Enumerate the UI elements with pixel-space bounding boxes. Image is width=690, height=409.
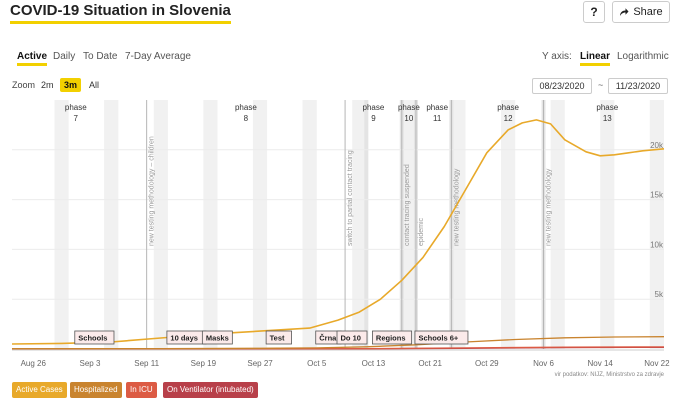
y-axis-linear[interactable]: Linear bbox=[580, 51, 611, 66]
share-icon bbox=[620, 8, 629, 16]
weekend-band bbox=[649, 100, 664, 349]
weekend-band bbox=[550, 100, 565, 349]
y-axis-logarithmic[interactable]: Logarithmic bbox=[617, 51, 669, 62]
event-label-box bbox=[201, 330, 233, 345]
event-label: Masks bbox=[201, 330, 233, 345]
x-tick-label: Nov 22 bbox=[644, 359, 670, 368]
phase-number: 13 bbox=[603, 114, 612, 123]
event-label-box bbox=[74, 330, 115, 345]
phase-label: phase bbox=[65, 103, 87, 112]
event-label-text: Regions bbox=[376, 334, 406, 343]
phase-boundary bbox=[364, 100, 369, 349]
y-tick-label: 15k bbox=[650, 191, 664, 200]
x-tick-label: Sep 27 bbox=[247, 359, 273, 368]
tab-to-date[interactable]: To Date bbox=[83, 51, 118, 62]
date-separator: ~ bbox=[598, 80, 604, 90]
event-label-box bbox=[414, 330, 469, 345]
legend-on-ventilator[interactable]: On Ventilator (intubated) bbox=[163, 382, 258, 398]
zoom-label: Zoom bbox=[12, 80, 36, 90]
phase-number: 11 bbox=[433, 114, 442, 123]
annotation-text: switch to partial contact tracing bbox=[347, 150, 354, 246]
phase-label: phase bbox=[426, 103, 448, 112]
annotation-text: new testing methodology bbox=[453, 168, 460, 246]
event-label-box bbox=[265, 330, 292, 345]
legend-in-icu[interactable]: In ICU bbox=[126, 382, 157, 398]
weekend-band bbox=[401, 100, 416, 349]
annotation-text: new testing methodology bbox=[546, 168, 553, 246]
x-tick-label: Sep 11 bbox=[134, 359, 159, 368]
y-tick-label: 20k bbox=[650, 141, 664, 150]
y-axis-label: Y axis: bbox=[542, 51, 572, 62]
event-label-text: Do 10 bbox=[341, 334, 361, 343]
weekend-band bbox=[302, 100, 317, 349]
weekend-band bbox=[451, 100, 466, 349]
weekend-band bbox=[501, 100, 516, 349]
event-label-text: Masks bbox=[206, 334, 229, 343]
date-to-input[interactable]: 11/23/2020 bbox=[608, 78, 668, 94]
weekend-band bbox=[352, 100, 367, 349]
phase-label: phase bbox=[497, 103, 519, 112]
y-tick-label: 5k bbox=[655, 290, 664, 299]
series-line bbox=[11, 336, 665, 350]
share-label: Share bbox=[633, 6, 663, 18]
y-tick-label: 10k bbox=[650, 240, 664, 249]
x-tick-label: Sep 3 bbox=[80, 359, 101, 368]
phase-number: 9 bbox=[371, 114, 376, 123]
x-tick-label: Sep 19 bbox=[191, 359, 217, 368]
phase-label: phase bbox=[596, 103, 618, 112]
weekend-band bbox=[153, 100, 168, 349]
phase-number: 10 bbox=[404, 114, 413, 123]
legend-active-cases[interactable]: Active Cases bbox=[12, 382, 67, 398]
zoom-3m-button[interactable]: 3m bbox=[60, 78, 82, 92]
tab-daily[interactable]: Daily bbox=[53, 51, 76, 62]
event-label-box bbox=[372, 330, 413, 345]
phase-label: phase bbox=[235, 103, 257, 112]
x-tick-label: Oct 29 bbox=[475, 359, 499, 368]
event-label: 10 days bbox=[166, 330, 207, 345]
page-title: COVID-19 Situation in Slovenia bbox=[10, 2, 231, 24]
zoom-2m-button[interactable]: 2m bbox=[41, 80, 54, 90]
event-label: Test bbox=[265, 330, 292, 345]
event-label: Schools 6+ bbox=[414, 330, 469, 345]
event-label: Schools bbox=[74, 330, 115, 345]
weekend-band bbox=[600, 100, 615, 349]
phase-number: 8 bbox=[244, 114, 249, 123]
date-from-input[interactable]: 08/23/2020 bbox=[532, 78, 592, 94]
weekend-band bbox=[104, 100, 119, 349]
phase-number: 7 bbox=[74, 114, 79, 123]
event-label-text: 10 days bbox=[170, 334, 198, 343]
weekend-band bbox=[252, 100, 268, 349]
x-tick-label: Nov 6 bbox=[533, 359, 554, 368]
event-label-text: Schools 6+ bbox=[418, 334, 458, 343]
x-tick-label: Oct 13 bbox=[362, 359, 386, 368]
annotation-text: contact tracing suspended bbox=[404, 164, 411, 246]
event-label-box bbox=[336, 330, 368, 345]
share-button[interactable]: Share bbox=[612, 1, 670, 23]
legend-hospitalized[interactable]: Hospitalized bbox=[70, 382, 122, 398]
event-label-text: Črna bbox=[319, 334, 337, 343]
chart: new testing methodology – children switch… bbox=[11, 100, 670, 378]
x-tick-label: Nov 14 bbox=[588, 359, 614, 368]
event-label: Regions bbox=[372, 330, 413, 345]
help-button[interactable]: ? bbox=[583, 1, 605, 23]
tab-active[interactable]: Active bbox=[17, 51, 48, 66]
event-label-text: Test bbox=[270, 334, 285, 343]
x-tick-label: Aug 26 bbox=[21, 359, 47, 368]
phase-number: 12 bbox=[504, 114, 513, 123]
annotation-text: epidemic bbox=[418, 217, 425, 246]
source-note: vir podatkov: NIJZ, Ministrstvo za zdrav… bbox=[555, 372, 665, 378]
phase-label: phase bbox=[363, 103, 385, 112]
tab-7-day-average[interactable]: 7-Day Average bbox=[125, 51, 191, 62]
weekend-band bbox=[54, 100, 69, 349]
zoom-all-button[interactable]: All bbox=[89, 80, 100, 90]
event-label: Do 10 bbox=[336, 330, 368, 345]
phase-label: phase bbox=[398, 103, 420, 112]
event-label-text: Schools bbox=[78, 334, 107, 343]
annotation-text: new testing methodology – children bbox=[149, 136, 156, 246]
weekend-band bbox=[203, 100, 218, 349]
x-tick-label: Oct 21 bbox=[418, 359, 442, 368]
x-tick-label: Oct 5 bbox=[307, 359, 327, 368]
